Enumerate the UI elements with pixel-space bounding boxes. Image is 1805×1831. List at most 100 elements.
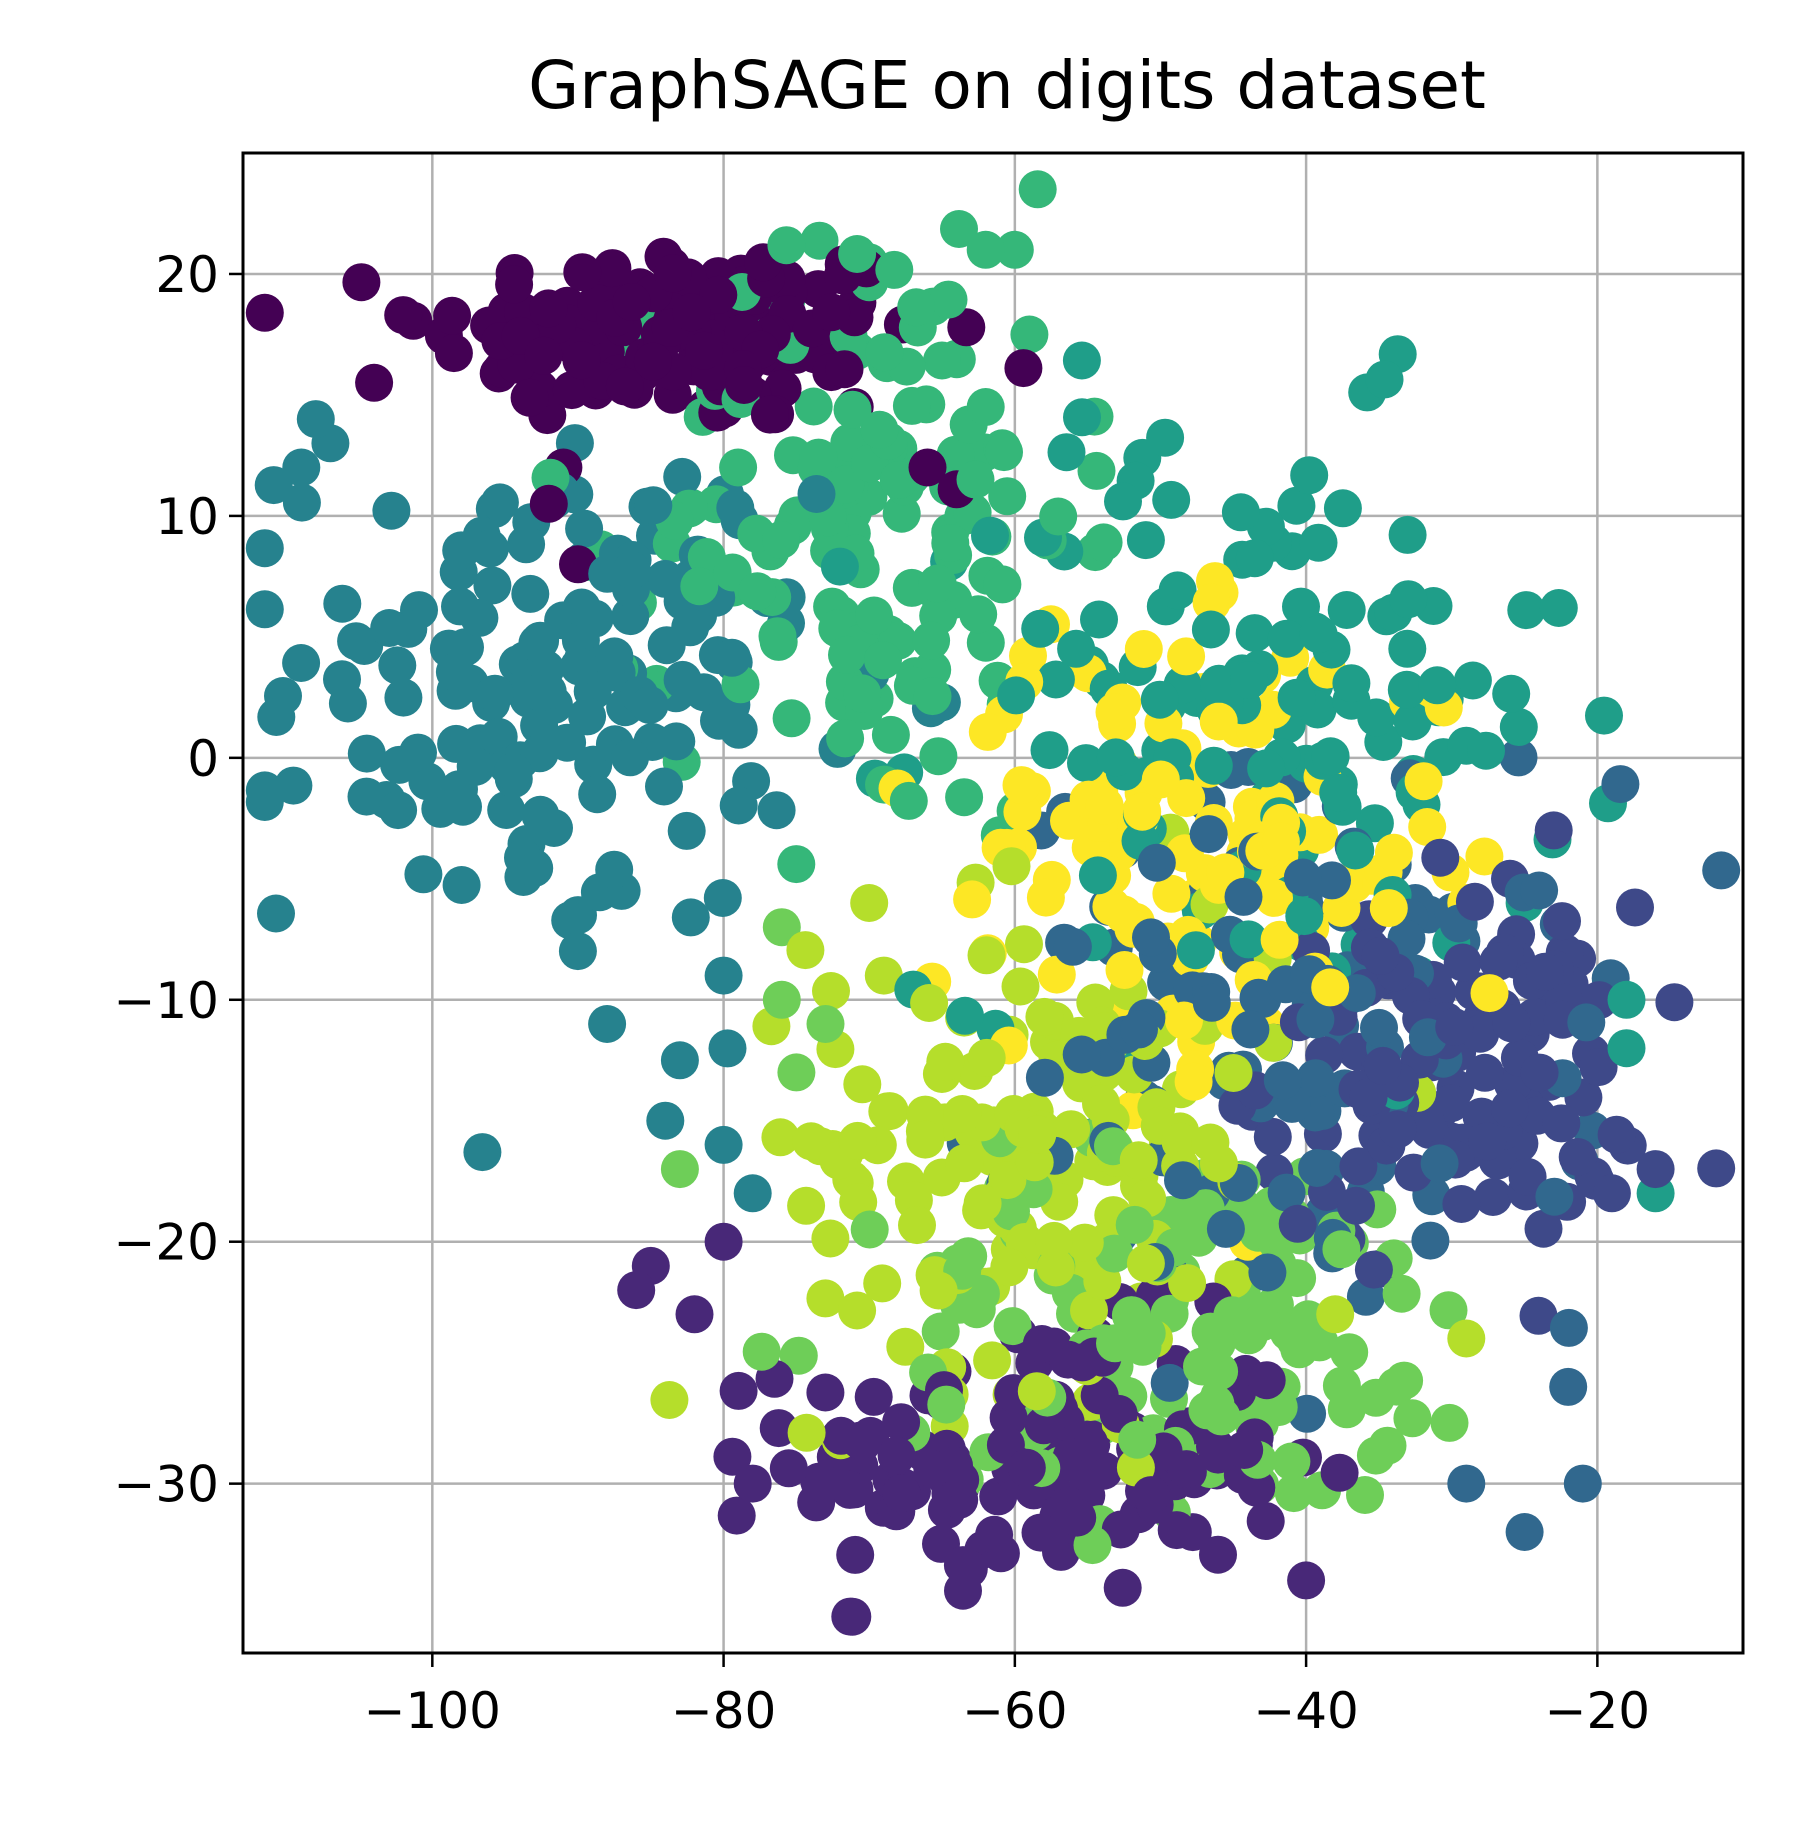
scatter-point-class-9: [1408, 808, 1447, 846]
scatter-point-class-4: [663, 660, 702, 699]
scatter-point-class-8: [1119, 1141, 1158, 1180]
scatter-point-class-5: [1078, 856, 1117, 895]
scatter-point-class-6: [826, 719, 865, 758]
scatter-point-class-6: [923, 341, 961, 380]
scatter-point-class-1: [877, 1436, 916, 1475]
x-tick-label: −20: [1545, 1682, 1651, 1740]
scatter-point-class-9: [1141, 760, 1180, 799]
x-tick-label: −60: [962, 1682, 1068, 1740]
scatter-point-class-5: [1221, 493, 1260, 532]
scatter-point-class-0: [434, 334, 473, 373]
scatter-point-class-2: [1508, 1157, 1547, 1196]
scatter-point-class-7: [742, 1332, 781, 1371]
scatter-point-class-6: [871, 715, 910, 754]
scatter-point-class-3: [1535, 1177, 1574, 1216]
scatter-point-class-6: [719, 448, 758, 487]
scatter-point-class-4: [716, 489, 755, 527]
scatter-point-class-9: [1002, 766, 1041, 805]
scatter-point-class-9: [1037, 955, 1076, 994]
x-tick-label: −40: [1253, 1682, 1359, 1740]
scatter-point-class-2: [1519, 1296, 1558, 1335]
scatter-point-class-8: [1015, 1143, 1054, 1182]
scatter-point-class-5: [1277, 678, 1316, 717]
scatter-point-class-2: [1349, 1078, 1388, 1117]
scatter-point-class-0: [559, 545, 597, 584]
scatter-point-class-4: [551, 901, 590, 940]
scatter-point-class-8: [1035, 1221, 1073, 1260]
scatter-point-class-4: [245, 529, 284, 568]
scatter-point-class-5: [1327, 591, 1366, 629]
scatter-point-class-4: [404, 855, 443, 894]
scatter-point-class-1: [1320, 1453, 1359, 1492]
scatter-point-class-6: [959, 595, 998, 634]
scatter-point-class-8: [811, 1219, 850, 1258]
scatter-point-class-9: [953, 880, 992, 919]
scatter-point-class-5: [1057, 629, 1096, 668]
scatter-point-class-7: [1385, 1361, 1424, 1400]
scatter-point-class-8: [1126, 1244, 1165, 1283]
scatter-point-class-8: [992, 847, 1031, 886]
scatter-point-class-3: [1702, 851, 1741, 890]
scatter-point-class-5: [1021, 609, 1060, 648]
scatter-point-class-0: [685, 331, 724, 370]
scatter-point-class-8: [967, 1038, 1006, 1077]
scatter-point-class-4: [671, 898, 710, 937]
scatter-point-class-6: [1039, 497, 1078, 536]
scatter-point-class-7: [1191, 1312, 1230, 1351]
scatter-point-class-3: [1137, 843, 1176, 882]
scatter-point-class-5: [1388, 629, 1427, 668]
scatter-point-class-4: [435, 653, 474, 691]
scatter-point-class-0: [529, 484, 568, 523]
scatter-point-class-8: [1070, 1291, 1108, 1330]
scatter-point-class-4: [646, 1101, 685, 1140]
scatter-point-class-8: [863, 1264, 902, 1303]
scatter-point-class-7: [1118, 1420, 1157, 1459]
scatter-point-class-2: [1443, 943, 1482, 982]
scatter-point-class-7: [1183, 1347, 1221, 1386]
scatter-point-class-0: [562, 341, 601, 380]
scatter-point-class-3: [1206, 1209, 1245, 1248]
scatter-point-class-7: [1115, 1205, 1154, 1244]
scatter-point-class-8: [1017, 1372, 1056, 1411]
scatter-point-class-5: [1176, 931, 1215, 970]
scatter-point-class-4: [296, 400, 335, 439]
scatter-point-class-8: [1001, 967, 1040, 1006]
scatter-point-class-4: [663, 457, 702, 496]
scatter-point-class-6: [794, 387, 833, 426]
scatter-point-class-6: [762, 521, 800, 559]
scatter-point-class-7: [1276, 1321, 1315, 1360]
scatter-point-class-6: [738, 572, 777, 611]
scatter-point-class-1: [1103, 1568, 1142, 1607]
scatter-point-class-6: [767, 226, 806, 265]
scatter-point-class-2: [1363, 1046, 1402, 1085]
scatter-point-class-5: [1336, 831, 1375, 870]
scatter-point-class-0: [529, 289, 568, 328]
scatter-point-class-2: [1542, 1104, 1581, 1143]
scatter-point-class-8: [1161, 1122, 1200, 1161]
scatter-point-class-4: [370, 609, 409, 647]
scatter-point-class-4: [645, 767, 683, 806]
scatter-point-class-0: [633, 342, 672, 381]
scatter-point-class-2: [1592, 1174, 1631, 1213]
scatter-point-class-4: [480, 483, 519, 522]
scatter-point-class-7: [762, 980, 801, 1019]
scatter-point-class-8: [870, 1092, 909, 1131]
scatter-point-class-5: [1036, 660, 1075, 699]
scatter-point-class-4: [442, 866, 481, 904]
y-tick-label: 10: [155, 488, 219, 546]
scatter-point-class-6: [1010, 315, 1049, 354]
scatter-point-class-7: [850, 1210, 889, 1249]
scatter-point-class-4: [408, 762, 447, 801]
scatter-point-class-9: [1152, 874, 1191, 913]
scatter-point-class-1: [935, 1446, 973, 1485]
scatter-point-class-2: [1378, 1110, 1417, 1149]
scatter-point-class-8: [1005, 925, 1043, 964]
scatter-point-class-4: [521, 673, 560, 712]
scatter-point-class-7: [1429, 1291, 1468, 1330]
scatter-point-class-4: [560, 647, 599, 686]
scatter-point-class-9: [1470, 974, 1509, 1013]
scatter-point-class-8: [787, 1413, 826, 1452]
scatter-point-class-9: [1174, 1062, 1213, 1101]
scatter-point-class-8: [919, 1271, 958, 1310]
scatter-point-class-2: [1524, 1209, 1563, 1248]
